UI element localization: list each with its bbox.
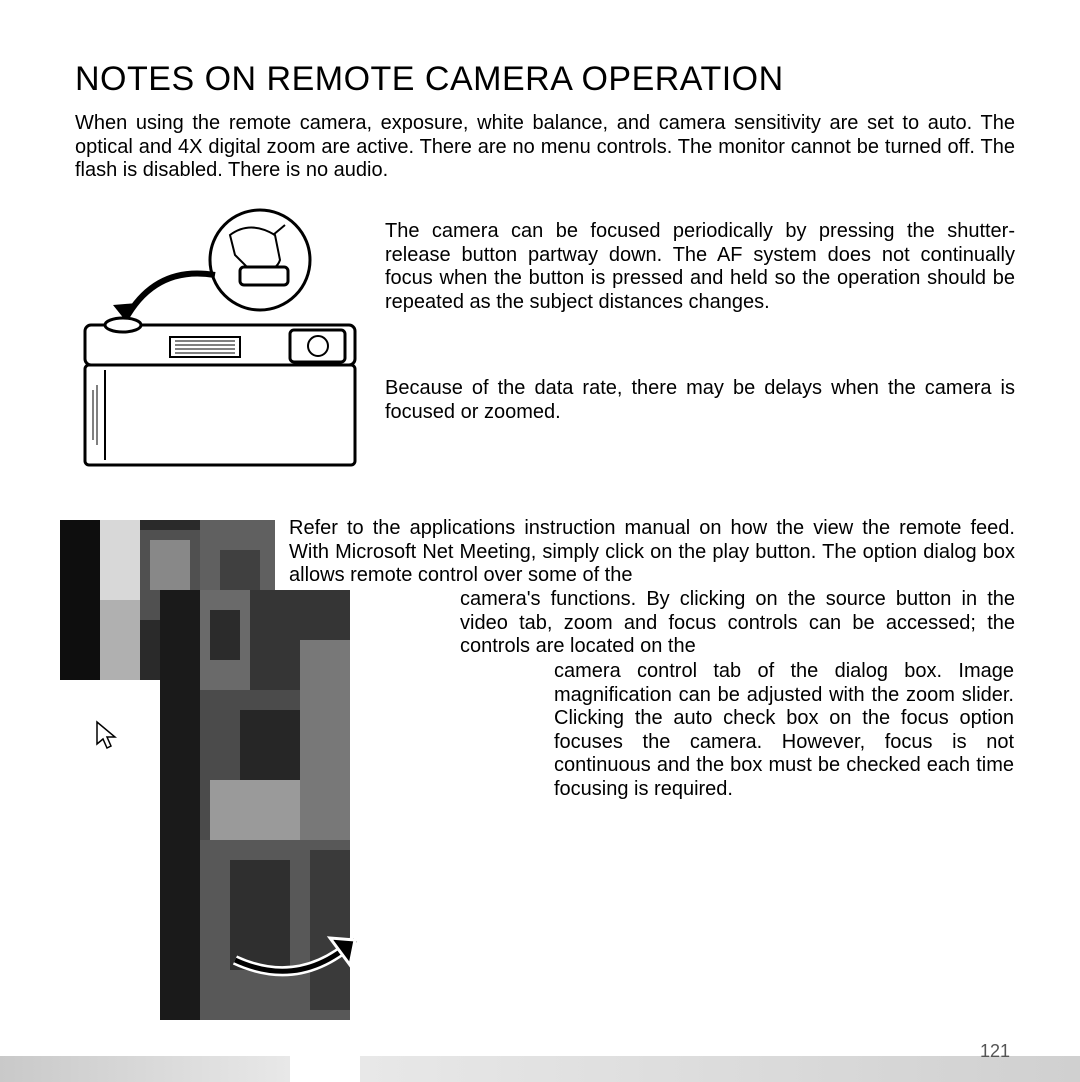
page-number: 121 [980,1041,1010,1062]
manual-page: NOTES ON REMOTE CAMERA OPERATION When us… [0,0,1080,1082]
camera-shutter-diagram [75,205,365,475]
focus-paragraph: The camera can be focused periodically b… [385,220,1015,314]
application-paragraph-a: Refer to the applications instruction ma… [289,517,1015,588]
page-title: NOTES ON REMOTE CAMERA OPERATION [75,60,784,99]
footer-bar-right [360,1056,1080,1082]
footer-bar-left [0,1056,290,1082]
application-paragraph-b: camera's functions. By clicking on the s… [460,588,1015,659]
delay-paragraph: Because of the data rate, there may be d… [385,377,1015,424]
application-paragraph-c: camera control tab of the dialog box. Im… [554,660,1014,802]
cursor-icon [95,720,117,750]
intro-paragraph: When using the remote camera, exposure, … [75,112,1015,183]
remote-feed-screenshot [60,520,380,1030]
